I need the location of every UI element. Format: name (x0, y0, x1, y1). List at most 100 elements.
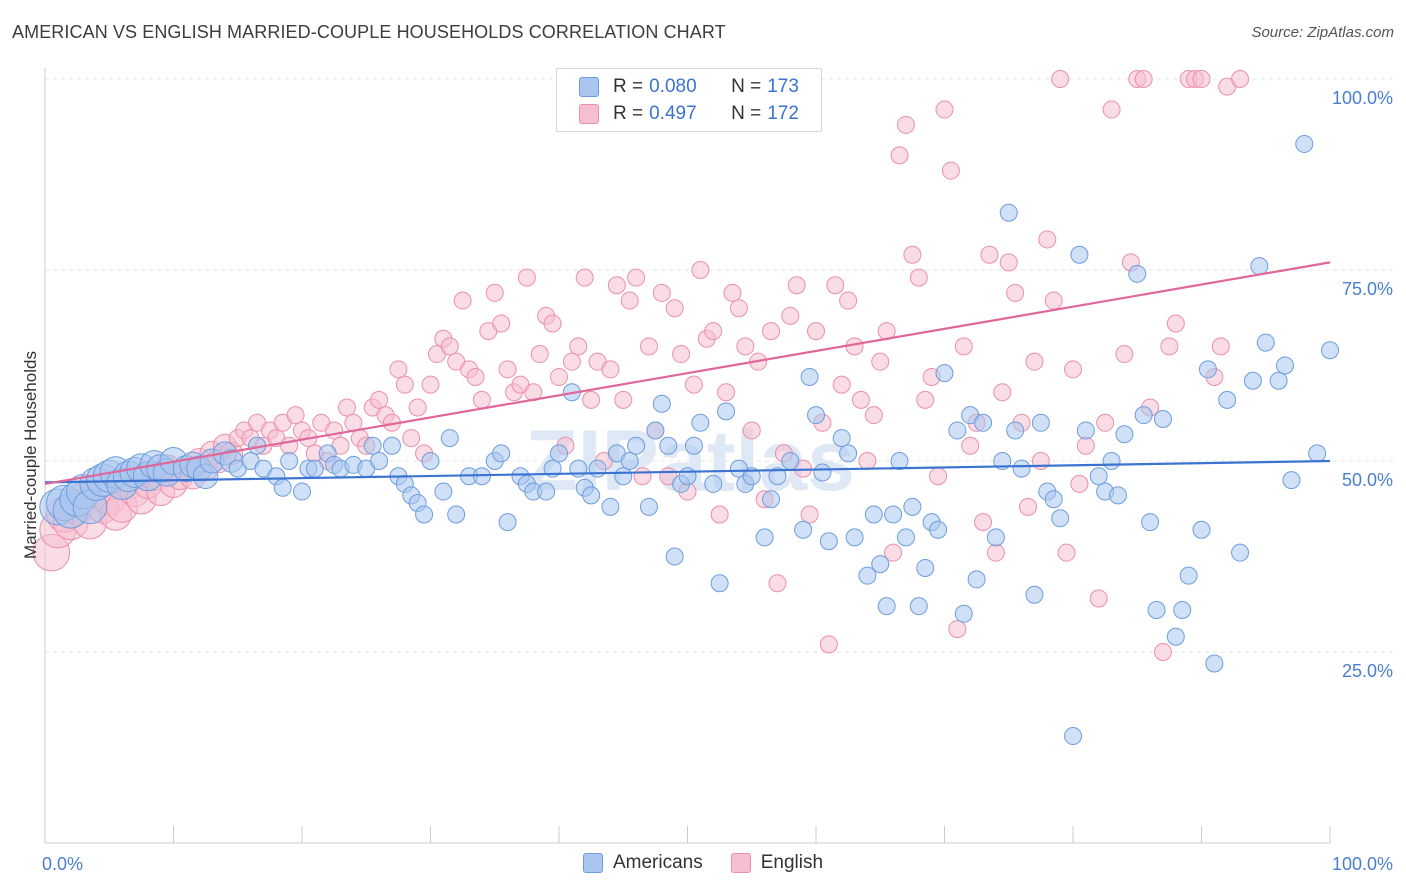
data-point (858, 452, 877, 470)
data-point (858, 566, 877, 585)
data-point (1115, 345, 1134, 364)
data-point (1025, 352, 1044, 371)
data-point (967, 570, 986, 589)
x-tick-max: 100.0% (1332, 854, 1393, 874)
data-point (935, 100, 954, 119)
data-point (826, 276, 845, 295)
data-point (909, 268, 928, 287)
data-point (1231, 543, 1250, 562)
data-point (1051, 70, 1070, 88)
data-point (974, 513, 993, 532)
data-point (1321, 341, 1339, 360)
data-point (684, 436, 703, 455)
y-tick-label: 75.0% (1342, 279, 1393, 299)
data-point (993, 452, 1012, 470)
data-point (492, 314, 511, 333)
data-point (1044, 490, 1063, 509)
data-point (832, 429, 851, 448)
data-point (652, 394, 671, 413)
data-point (421, 452, 440, 470)
data-point (485, 283, 504, 302)
data-point (781, 306, 800, 325)
data-point (408, 398, 427, 417)
data-point (1006, 421, 1025, 440)
data-point (633, 467, 652, 486)
data-point (839, 444, 858, 463)
data-point (1198, 360, 1217, 379)
data-point (903, 497, 922, 516)
data-point (1038, 230, 1057, 249)
data-point (440, 429, 459, 448)
r-value: 0.080 (649, 76, 697, 97)
data-point (1070, 245, 1089, 264)
data-point (999, 253, 1018, 272)
data-point (704, 474, 723, 493)
data-point (363, 436, 382, 455)
y-tick-labels: 25.0% 50.0% 75.0% 100.0% (1332, 88, 1393, 681)
data-point (762, 490, 781, 509)
data-point (871, 555, 890, 574)
data-point (723, 283, 742, 302)
data-point (1231, 70, 1250, 88)
data-point (1134, 406, 1153, 425)
data-point (717, 402, 736, 421)
data-point (1025, 585, 1044, 604)
data-point (492, 444, 511, 463)
data-point (1153, 409, 1172, 428)
data-point (845, 528, 864, 547)
data-point (447, 505, 466, 524)
data-point (395, 375, 414, 394)
data-point (691, 413, 710, 432)
data-point (1243, 371, 1262, 390)
data-point (582, 390, 601, 409)
stats-legend: R = 0.080 N = 173 R = 0.497 N = 172 (556, 68, 822, 132)
data-point (768, 574, 787, 593)
data-point (884, 543, 903, 562)
data-point (884, 505, 903, 524)
data-point (941, 161, 960, 180)
data-point (1166, 627, 1185, 646)
data-point (1115, 425, 1134, 444)
data-point (1192, 70, 1211, 88)
data-point (1057, 543, 1076, 562)
data-point (684, 375, 703, 394)
data-point (1128, 264, 1147, 283)
data-point (1295, 134, 1314, 153)
data-point (1064, 360, 1082, 379)
data-point (877, 597, 896, 616)
data-point (986, 543, 1005, 562)
data-point (273, 478, 292, 497)
data-point (325, 421, 344, 440)
data-point (851, 390, 870, 409)
data-point (794, 520, 813, 539)
data-point (935, 364, 954, 383)
data-point (813, 463, 832, 482)
n-value: 172 (767, 103, 799, 124)
data-point (434, 482, 453, 501)
source-label: Source: ZipAtlas.com (1251, 24, 1394, 41)
americans-points (39, 134, 1339, 746)
data-point (280, 452, 299, 470)
data-point (415, 505, 434, 524)
legend-item-english[interactable]: English (730, 852, 823, 874)
y-tick-label: 100.0% (1332, 88, 1393, 108)
data-point (466, 367, 485, 386)
data-point (1006, 283, 1025, 302)
data-point (550, 444, 568, 463)
english-swatch (579, 104, 599, 124)
data-point (929, 520, 948, 539)
data-point (807, 406, 825, 425)
data-point (453, 291, 472, 310)
data-point (607, 276, 626, 295)
data-point (1108, 486, 1127, 505)
data-point (864, 505, 883, 524)
data-point (1102, 452, 1121, 470)
data-point (627, 436, 646, 455)
data-point (762, 322, 781, 341)
data-point (1012, 459, 1031, 478)
americans-swatch (579, 77, 599, 97)
chart-title: AMERICAN VS ENGLISH MARRIED-COUPLE HOUSE… (12, 22, 726, 42)
legend-item-americans[interactable]: Americans (582, 852, 703, 874)
data-point (736, 337, 755, 356)
